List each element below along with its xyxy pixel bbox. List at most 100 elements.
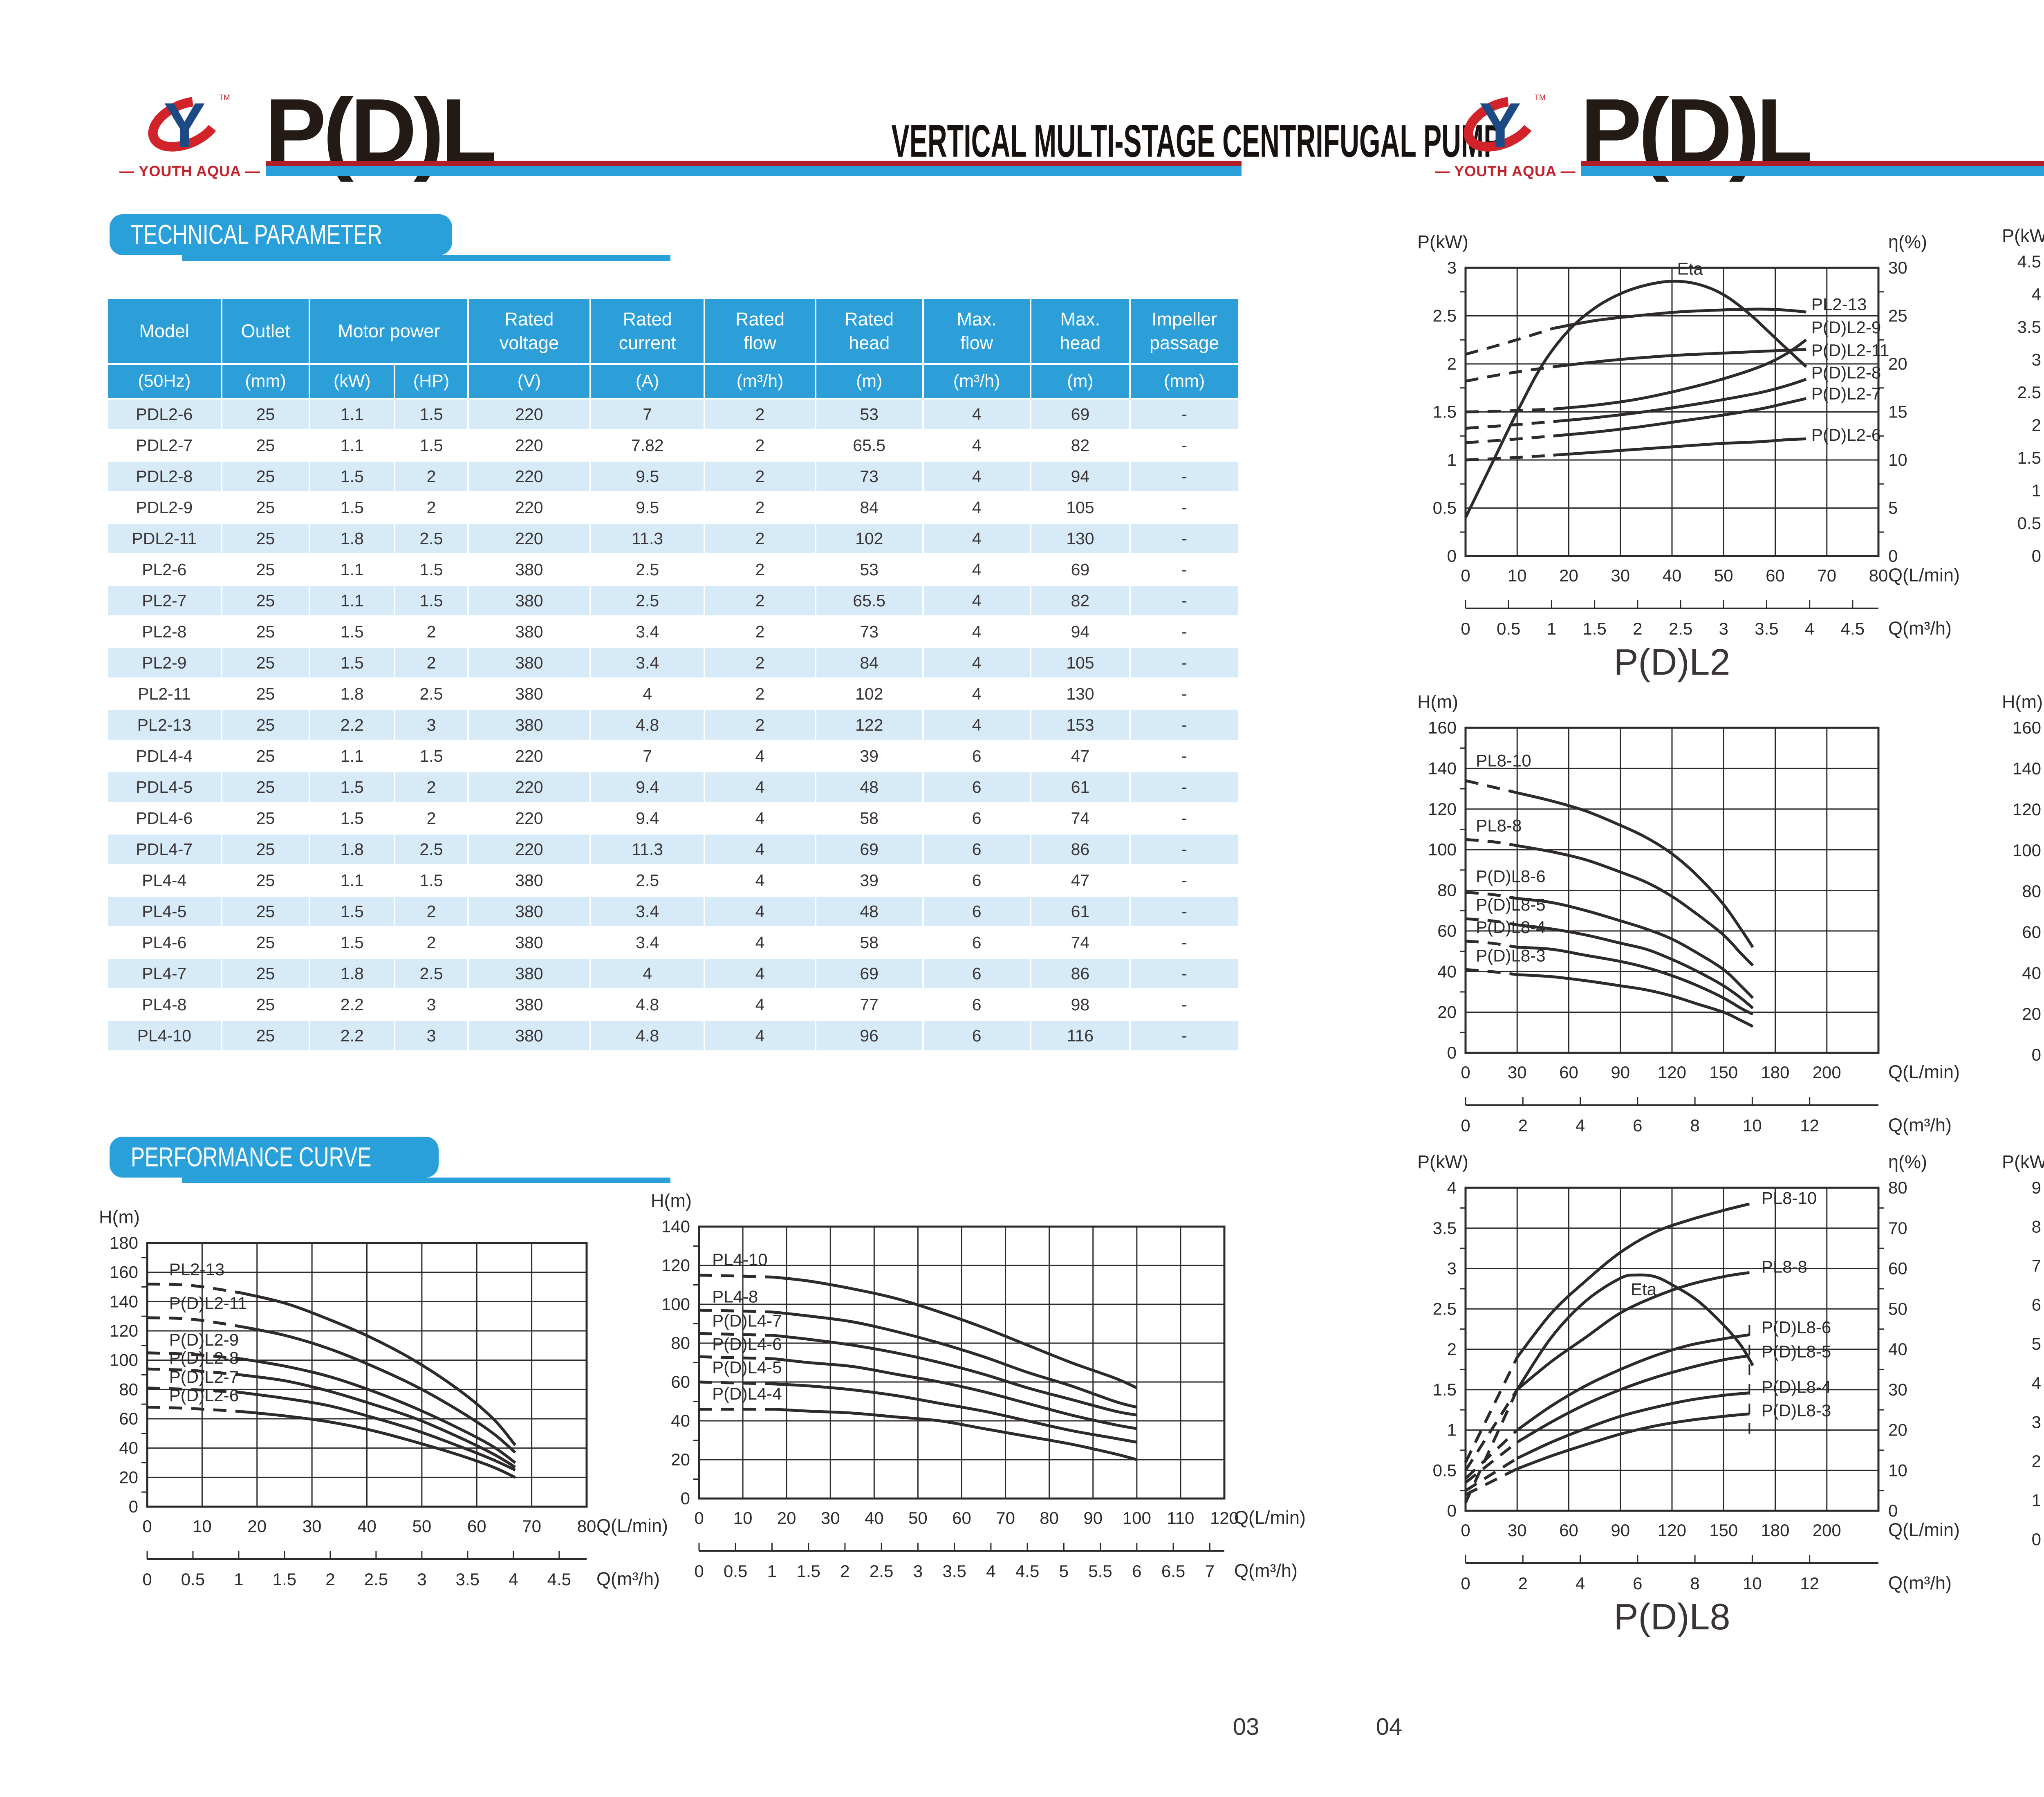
svg-text:50: 50 xyxy=(1888,1299,1907,1318)
page-title-left: P(D)L xyxy=(265,79,497,182)
svg-text:4: 4 xyxy=(2032,285,2041,304)
curve-label-p(d)l2-9: P(D)L2-9 xyxy=(169,1330,239,1349)
table-cell: 2 xyxy=(704,646,816,679)
table-cell: 39 xyxy=(814,740,924,772)
table-cell: 9.5 xyxy=(589,460,706,493)
table-cell: 1.1 xyxy=(309,864,396,897)
svg-text:5: 5 xyxy=(1059,1561,1069,1581)
svg-text:3.5: 3.5 xyxy=(2017,317,2041,337)
svg-text:Q(L/min): Q(L/min) xyxy=(1888,1519,1960,1540)
header-bar-blue-right xyxy=(1581,166,2044,176)
table-cell: 2.5 xyxy=(394,522,469,555)
svg-text:30: 30 xyxy=(1508,1521,1527,1540)
svg-text:40: 40 xyxy=(671,1411,690,1430)
curve-label-p(d)l8-3: P(D)L8-3 xyxy=(1476,946,1545,965)
curve-pl8-10: PL8-10 xyxy=(1465,751,1754,948)
section-underline xyxy=(182,255,670,261)
svg-text:12: 12 xyxy=(1800,1574,1819,1593)
svg-text:3: 3 xyxy=(2032,350,2041,369)
table-cell: 2.2 xyxy=(309,988,396,1021)
table-cell: 25 xyxy=(220,988,311,1021)
svg-text:90: 90 xyxy=(1611,1063,1630,1082)
table-row: PDL4-4 25 1.1 1.5 220 7 4 39 6 47- xyxy=(106,740,1239,772)
svg-text:80: 80 xyxy=(1869,566,1888,585)
table-cell: - xyxy=(1129,398,1239,431)
svg-text:40: 40 xyxy=(2022,963,2041,983)
svg-text:80: 80 xyxy=(1040,1508,1059,1528)
table-cell: 7 xyxy=(589,398,706,431)
svg-text:4: 4 xyxy=(1447,1178,1457,1197)
table-cell: PL2-8 xyxy=(106,615,222,648)
svg-text:0.5: 0.5 xyxy=(1433,1460,1457,1480)
table-cell: 25 xyxy=(220,646,311,679)
table-cell: 1.8 xyxy=(309,833,396,866)
svg-text:0: 0 xyxy=(694,1561,704,1581)
table-cell: PL2-9 xyxy=(106,646,222,679)
svg-text:60: 60 xyxy=(2022,922,2041,942)
table-cell: 1.8 xyxy=(309,957,396,990)
svg-text:0: 0 xyxy=(1461,1063,1470,1082)
svg-text:140: 140 xyxy=(110,1292,138,1311)
unit-current: (A) xyxy=(589,363,706,399)
table-cell: 2 xyxy=(394,926,469,959)
table-cell: 94 xyxy=(1029,460,1131,493)
svg-text:2.5: 2.5 xyxy=(1669,619,1692,638)
svg-text:160: 160 xyxy=(1428,718,1457,737)
table-cell: 4 xyxy=(704,988,816,1021)
svg-text:40: 40 xyxy=(865,1508,884,1528)
svg-text:Q(L/min): Q(L/min) xyxy=(1888,1061,1960,1082)
table-cell: 380 xyxy=(467,646,591,679)
svg-text:4: 4 xyxy=(1576,1116,1585,1135)
svg-text:H(m): H(m) xyxy=(2002,691,2043,712)
table-cell: 58 xyxy=(814,802,924,835)
svg-text:70: 70 xyxy=(1817,566,1836,585)
svg-text:2: 2 xyxy=(1447,1339,1457,1359)
table-cell: 25 xyxy=(220,460,311,493)
svg-text:15: 15 xyxy=(1888,402,1907,422)
svg-text:150: 150 xyxy=(1709,1063,1738,1082)
svg-text:2.5: 2.5 xyxy=(1433,1299,1457,1318)
logo-tm: TM xyxy=(1535,93,1546,101)
svg-text:20: 20 xyxy=(671,1450,690,1469)
table-cell: 2 xyxy=(704,615,816,648)
col-rated-current: Rated current xyxy=(589,298,706,365)
curve-label-p(d)l8-5: P(D)L8-5 xyxy=(1476,895,1545,914)
curve-label-p(d)l4-4: P(D)L4-4 xyxy=(712,1384,782,1403)
table-cell: 25 xyxy=(220,398,311,431)
curve-p(d)l2-11: P(D)L2-11 xyxy=(1465,341,1889,383)
svg-text:60: 60 xyxy=(952,1508,971,1528)
svg-text:3.5: 3.5 xyxy=(942,1561,966,1581)
svg-text:60: 60 xyxy=(1437,921,1457,940)
table-cell: 380 xyxy=(467,553,591,586)
svg-text:10: 10 xyxy=(1743,1116,1762,1135)
table-cell: 25 xyxy=(220,833,311,866)
table-cell: 380 xyxy=(467,988,591,1021)
table-row: PDL4-6 25 1.5 2 220 9.4 4 58 6 74- xyxy=(106,802,1239,835)
table-cell: 11.3 xyxy=(589,522,706,555)
table-cell: 220 xyxy=(467,522,591,555)
svg-text:40: 40 xyxy=(119,1438,138,1458)
unit-max-flow: (m³/h) xyxy=(922,363,1031,399)
table-cell: 2 xyxy=(394,646,469,679)
table-cell: 2 xyxy=(704,522,816,555)
svg-text:50: 50 xyxy=(412,1517,432,1536)
col-rated-voltage: Rated voltage xyxy=(467,298,591,365)
svg-text:Q(m³/h): Q(m³/h) xyxy=(1888,618,1952,639)
table-cell: 122 xyxy=(814,709,924,741)
svg-text:0: 0 xyxy=(1461,1116,1470,1135)
table-header: Model Outlet Motor power Rated voltage R… xyxy=(106,298,1239,399)
svg-text:Q(L/min): Q(L/min) xyxy=(596,1515,668,1536)
curve-label-p(d)l2-11: P(D)L2-11 xyxy=(169,1293,247,1312)
table-cell: - xyxy=(1129,833,1239,866)
chart-pl12-power: 0123456789P(kW)0102030405060708090η(%)03… xyxy=(1999,1149,2044,1674)
svg-text:4.5: 4.5 xyxy=(547,1570,571,1589)
svg-text:0: 0 xyxy=(1447,546,1457,565)
table-cell: 4 xyxy=(922,678,1031,710)
table-cell: PDL2-6 xyxy=(106,398,222,431)
curve-label-p(d)l8-5: P(D)L8-5 xyxy=(1762,1342,1831,1361)
svg-text:0.5: 0.5 xyxy=(2017,514,2041,533)
svg-text:P(kW): P(kW) xyxy=(1417,231,1468,252)
table-cell: 73 xyxy=(814,615,924,648)
curve-p(d)l2-7: P(D)L2-7 xyxy=(147,1367,516,1472)
